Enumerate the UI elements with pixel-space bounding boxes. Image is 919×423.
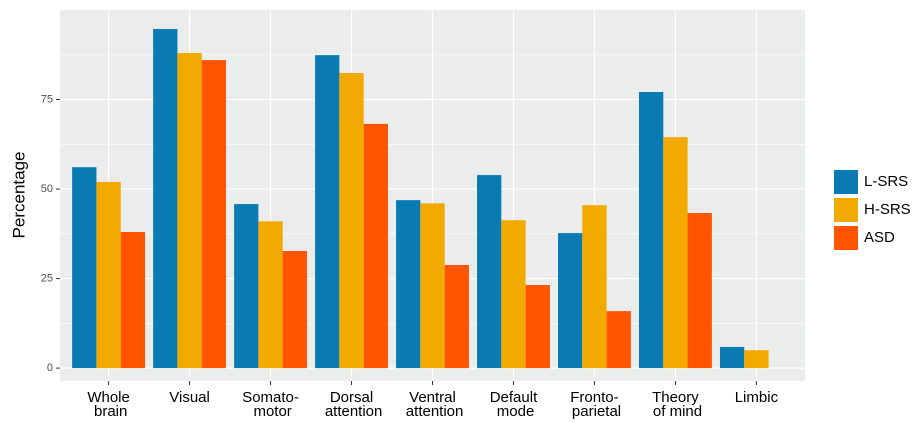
legend-swatch bbox=[834, 170, 858, 194]
bar bbox=[663, 137, 688, 369]
x-tick-label: Visual bbox=[169, 389, 210, 406]
y-axis-title: Percentage bbox=[9, 152, 28, 239]
bar bbox=[638, 92, 664, 369]
bar bbox=[501, 220, 526, 369]
x-tick-label: Default mode bbox=[490, 389, 538, 420]
bar bbox=[234, 204, 259, 369]
bar bbox=[201, 60, 227, 369]
bar bbox=[582, 205, 607, 369]
x-tick-label: Whole brain bbox=[87, 389, 130, 420]
bar bbox=[177, 52, 202, 369]
bar bbox=[339, 73, 364, 369]
bar bbox=[606, 311, 631, 369]
x-tick-label: Dorsal attention bbox=[321, 389, 383, 420]
bar bbox=[153, 28, 178, 369]
x-tick-label: Somato- motor bbox=[242, 389, 299, 420]
x-tick-label: Ventral attention bbox=[402, 389, 464, 420]
bar bbox=[72, 167, 97, 369]
bar bbox=[396, 200, 421, 369]
legend-swatch bbox=[834, 226, 858, 250]
bar bbox=[363, 123, 388, 369]
bar bbox=[477, 175, 502, 369]
bar bbox=[687, 213, 712, 369]
legend-label: L-SRS bbox=[864, 173, 908, 190]
legend-label: ASD bbox=[864, 229, 895, 246]
legend-swatch bbox=[834, 198, 858, 222]
bar bbox=[315, 55, 340, 369]
y-tick-label: 75 bbox=[41, 93, 53, 105]
bar bbox=[719, 346, 745, 369]
bar bbox=[96, 181, 121, 369]
x-tick-label: Limbic bbox=[735, 389, 779, 406]
bar bbox=[444, 264, 469, 369]
legend-label: H-SRS bbox=[864, 201, 911, 218]
y-tick-label: 25 bbox=[41, 272, 53, 284]
y-tick-label: 50 bbox=[41, 183, 53, 195]
bar bbox=[420, 203, 445, 369]
bar bbox=[525, 285, 550, 369]
bar bbox=[744, 350, 769, 369]
x-tick-label: Fronto- parietal bbox=[568, 389, 621, 420]
x-tick-label: Theory of mind bbox=[649, 389, 702, 420]
y-tick-label: 0 bbox=[47, 362, 53, 374]
bar bbox=[558, 233, 583, 369]
bar bbox=[120, 232, 146, 369]
bar bbox=[258, 221, 283, 369]
bar bbox=[282, 251, 307, 369]
